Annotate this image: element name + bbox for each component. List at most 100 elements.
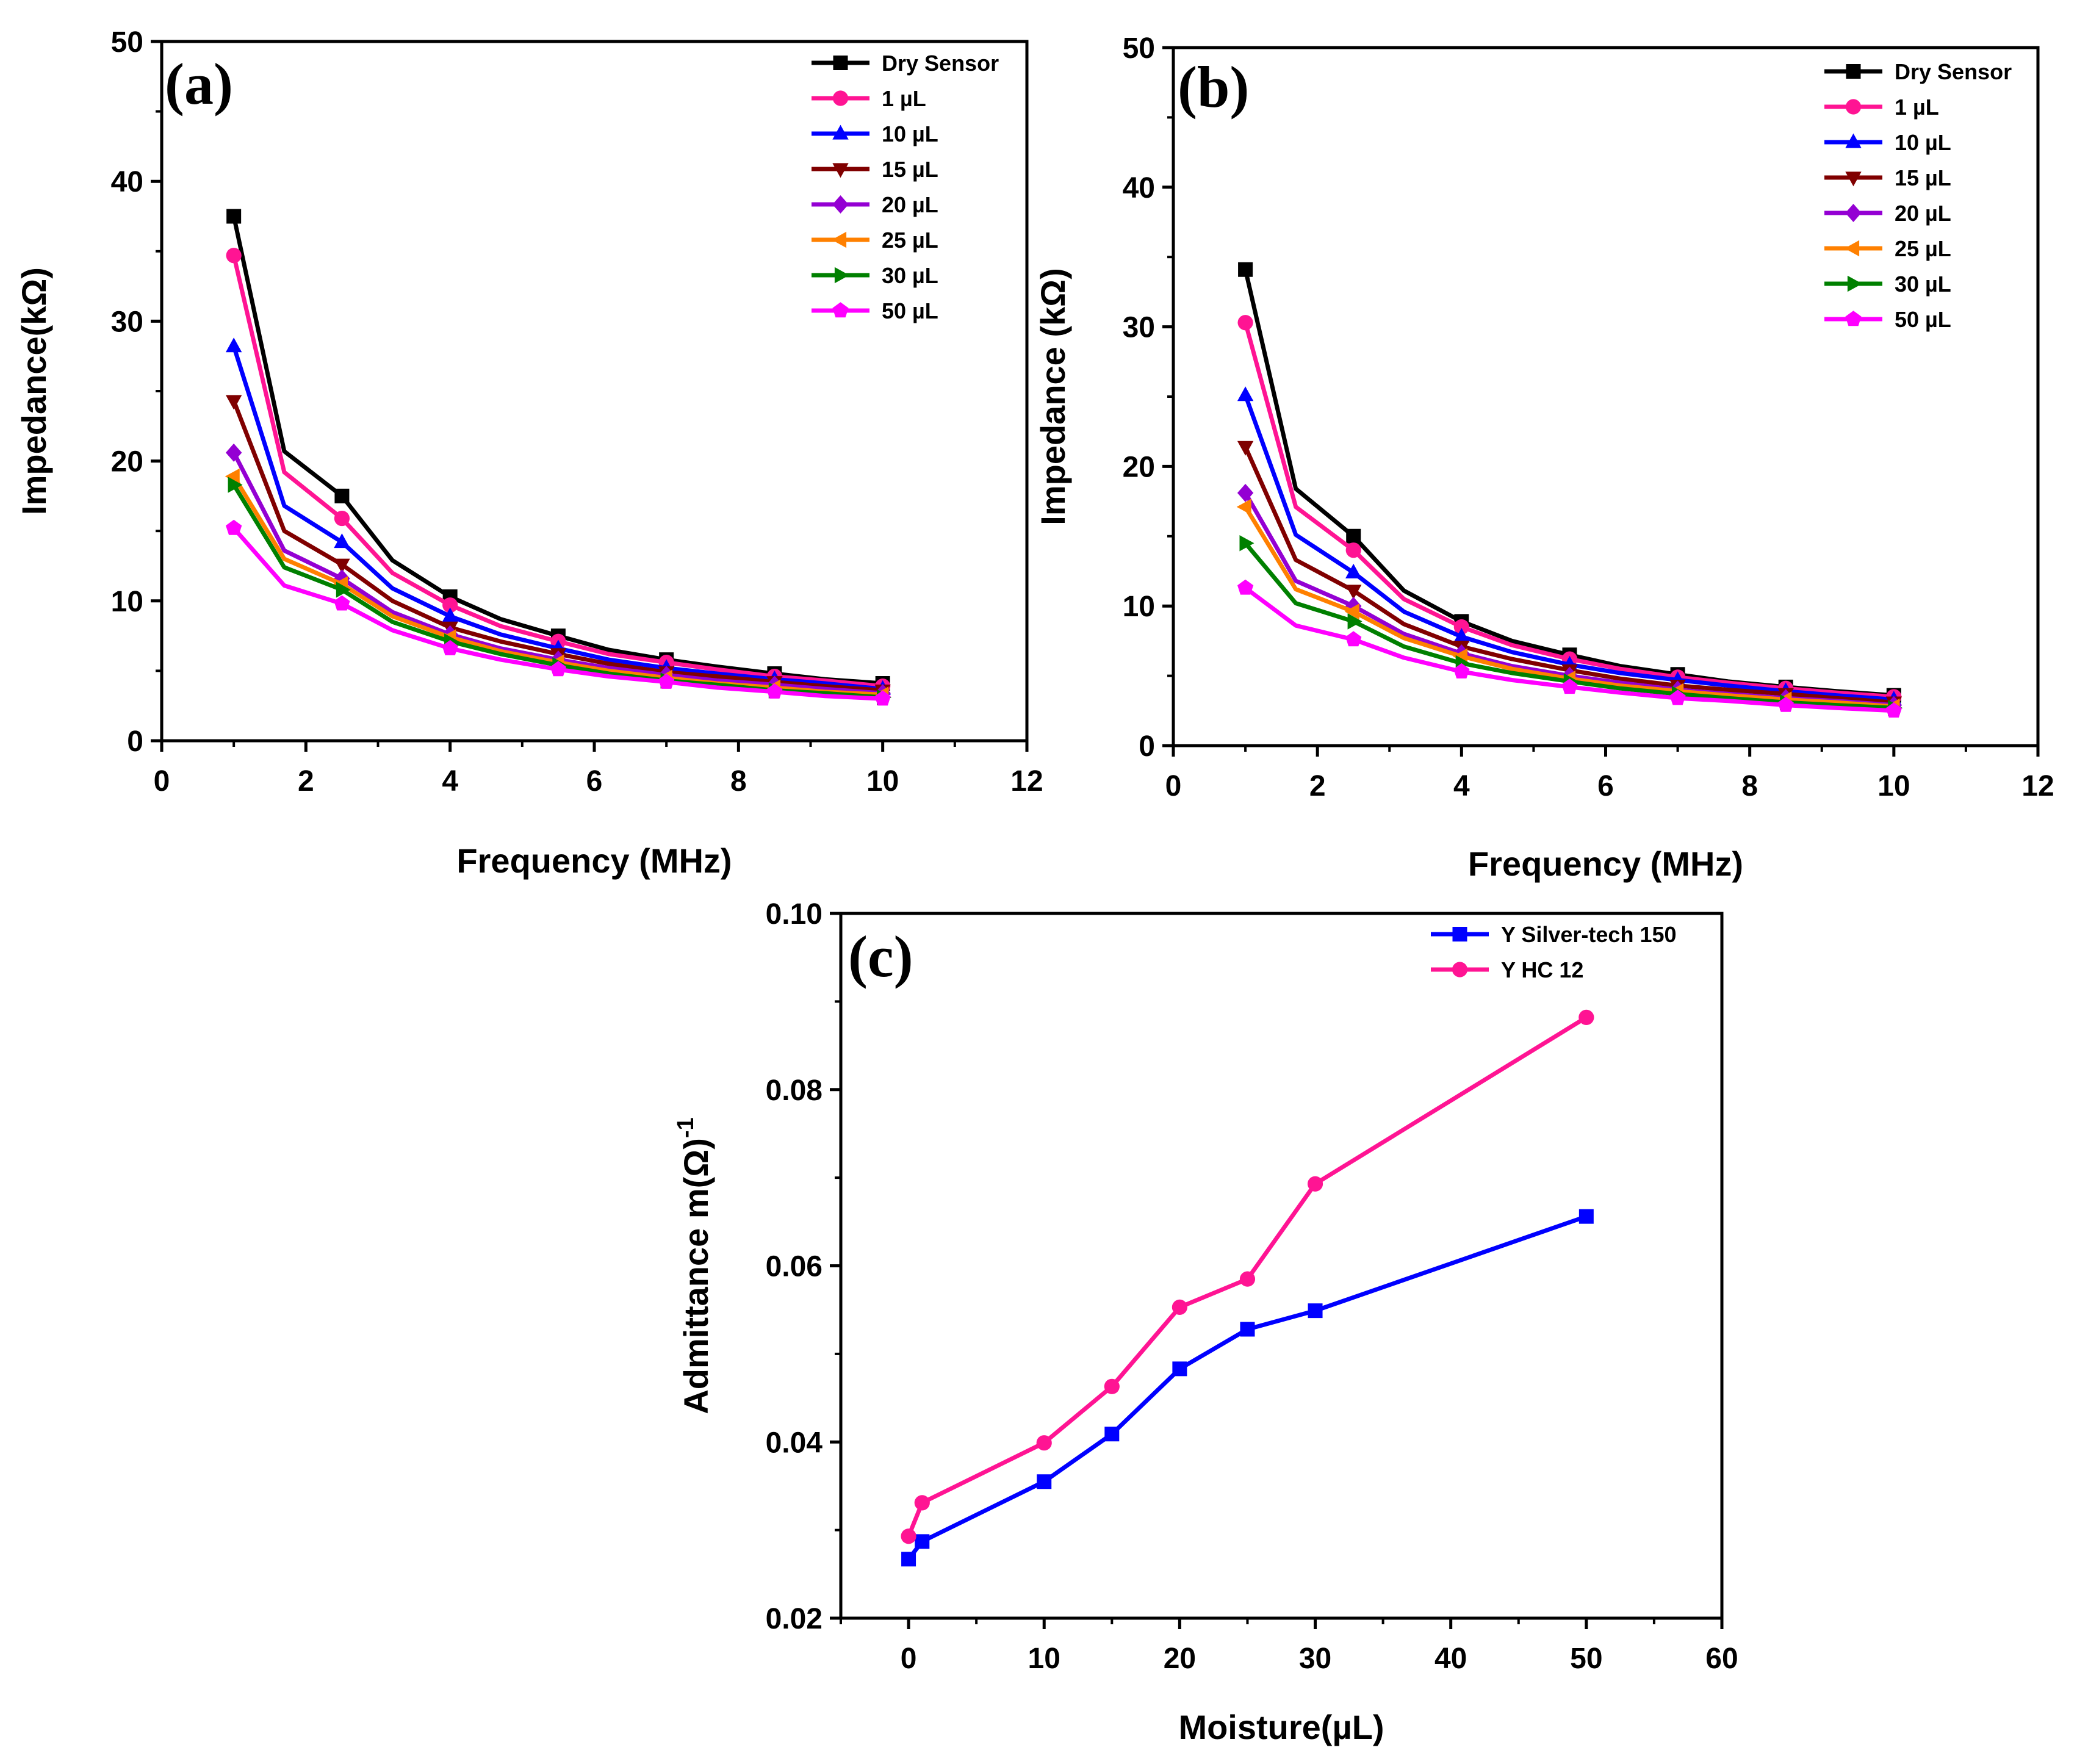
y-axis-label-text: Impedance (kΩ) [1034, 268, 1072, 525]
legend-label: Y HC 12 [1501, 957, 1583, 982]
legend-label: 10 µL [882, 121, 938, 146]
legend-label: 1 µL [882, 86, 926, 111]
data-point [1345, 585, 1362, 600]
x-tick-label: 50 [1570, 1643, 1602, 1675]
x-tick-label: 0 [901, 1643, 917, 1675]
data-point [1237, 315, 1253, 331]
x-tick-label: 6 [1597, 770, 1614, 802]
data-point [226, 519, 242, 535]
panel-label: (a) [165, 51, 233, 117]
legend-marker [834, 267, 849, 284]
data-point [1240, 1322, 1255, 1337]
data-point [334, 558, 350, 574]
legend-marker [1847, 275, 1862, 292]
panel-label: (b) [1178, 54, 1249, 120]
series-8 [226, 519, 891, 706]
y-axis-label: Admittance m(Ω)-1 [673, 1117, 715, 1414]
x-tick-label: 10 [866, 765, 899, 797]
legend-marker [832, 163, 849, 178]
legend-label: 15 µL [882, 157, 938, 182]
data-point [336, 581, 351, 598]
y-tick-label: 50 [111, 26, 143, 59]
data-point [550, 661, 566, 677]
legend-label: 20 µL [882, 192, 938, 217]
x-axis-label: Frequency (MHz) [1468, 844, 1743, 883]
y-tick-label: 0 [1139, 730, 1155, 763]
x-tick-label: 2 [298, 765, 314, 797]
y-tick-label: 0.08 [766, 1075, 823, 1107]
data-point [1346, 528, 1361, 544]
data-point [1236, 499, 1251, 515]
x-tick-label: 6 [586, 765, 603, 797]
legend: Dry Sensor 1 µL 10 µL 15 µL 20 µL 25 µL 30 µL 5… [812, 51, 999, 323]
x-tick-label: 10 [1028, 1643, 1060, 1675]
data-point [225, 443, 242, 462]
data-point [1885, 702, 1902, 718]
data-point [1172, 1299, 1187, 1315]
data-point [1453, 663, 1470, 679]
data-point [225, 395, 242, 410]
legend-label: 30 µL [882, 263, 938, 288]
data-point [1104, 1378, 1120, 1394]
x-tick-label: 12 [2021, 770, 2054, 802]
data-point [874, 690, 891, 706]
data-point [1308, 1303, 1323, 1319]
data-point [901, 1552, 916, 1567]
legend-marker [1452, 927, 1467, 941]
y-axis-label-text: Impedance(kΩ) [15, 267, 53, 515]
legend-label: 10 µL [1895, 130, 1951, 155]
x-tick-label: 30 [1299, 1643, 1331, 1675]
y-tick-label: 30 [1123, 312, 1155, 344]
x-tick-label: 4 [1453, 770, 1470, 802]
data-point [1578, 1009, 1594, 1025]
legend: Y Silver-tech 150 Y HC 12 [1431, 922, 1677, 982]
chart-panel-1: 0 2 4 6 8 10 12 0 10 20 30 40 50 Frequency (MHz) Imped… [15, 26, 1043, 880]
legend-label: 25 µL [882, 228, 938, 253]
series-line [907, 1214, 1587, 1561]
data-point [228, 477, 243, 493]
y-axis-label-superscript: -1 [673, 1117, 699, 1138]
legend-label: Y Silver-tech 150 [1501, 922, 1677, 947]
y-tick-label: 0.06 [766, 1251, 823, 1283]
series-8 [1237, 579, 1902, 718]
x-tick-label: 4 [442, 765, 458, 797]
legend-label: Dry Sensor [882, 51, 999, 76]
data-point [915, 1534, 930, 1549]
y-tick-label: 0.02 [766, 1603, 823, 1635]
legend-marker [1845, 171, 1862, 187]
data-point [1239, 1271, 1256, 1287]
x-tick-label: 8 [730, 765, 747, 797]
data-point [225, 337, 242, 353]
legend-label: 50 µL [1895, 307, 1951, 332]
legend-label: Dry Sensor [1895, 59, 2012, 84]
x-tick-label: 0 [1165, 770, 1182, 802]
data-point [901, 1528, 916, 1544]
legend-label: 25 µL [1895, 236, 1951, 261]
y-tick-label: 20 [111, 446, 143, 478]
x-tick-label: 2 [1309, 770, 1326, 802]
legend-marker [1845, 311, 1862, 326]
data-point [334, 595, 350, 611]
legend-marker [832, 231, 847, 248]
legend-marker [833, 56, 848, 70]
y-tick-label: 0.04 [766, 1427, 823, 1459]
x-tick-label: 10 [1877, 770, 1910, 802]
legend-marker [832, 195, 849, 214]
data-point [1172, 1361, 1187, 1377]
y-axis-label: Impedance (kΩ) [1034, 268, 1072, 525]
legend-marker [1845, 99, 1862, 115]
x-axis-label: Moisture(µL) [1178, 1708, 1384, 1746]
data-point [1345, 631, 1362, 647]
y-axis-label: Impedance(kΩ) [15, 267, 53, 515]
data-point [334, 533, 350, 549]
data-point [225, 468, 240, 485]
data-point [1777, 696, 1794, 712]
data-point [442, 607, 458, 622]
series-line [906, 1015, 1588, 1538]
x-tick-label: 0 [154, 765, 170, 797]
y-tick-label: 20 [1123, 451, 1155, 483]
legend-label: 20 µL [1895, 201, 1951, 226]
data-point [1307, 1176, 1323, 1192]
y-tick-label: 0.10 [766, 898, 823, 931]
